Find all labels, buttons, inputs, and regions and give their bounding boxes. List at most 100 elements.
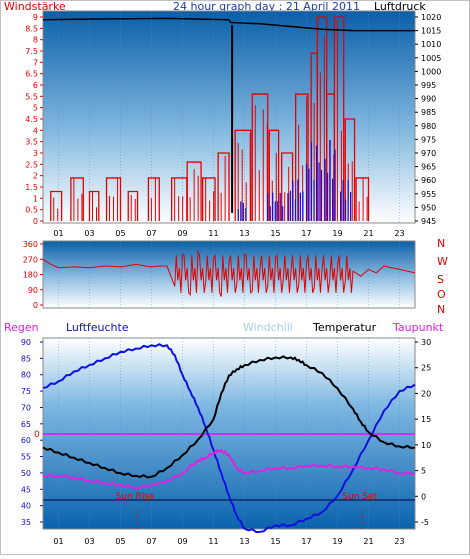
humidity-tick-label: 60 — [21, 436, 31, 445]
humidity-temperature-panel: Sun Rise Sun Set 0 354045505560657075808… — [21, 337, 431, 546]
x-tick-label: 03 — [84, 229, 94, 238]
direction-tick-label: 270 — [23, 255, 38, 264]
regen-label: Regen — [4, 321, 39, 334]
wind-bar — [202, 177, 216, 221]
wind-tick-label: 3 — [33, 149, 38, 158]
wind-bar — [50, 190, 63, 221]
pressure-axis-ticks: 945 950 955 960 965 970 975 980 985 990 995 1000 100… — [415, 13, 441, 226]
wind-tick-label: 8.5 — [25, 24, 38, 33]
x-tick-label: 07 — [146, 229, 156, 238]
wind-bar — [186, 161, 202, 221]
wind-tick-label: 0.5 — [25, 206, 38, 215]
temperature-tick-label: 30 — [421, 338, 431, 347]
direction-tick-label: 180 — [23, 271, 38, 280]
humidity-tick-label: 70 — [21, 403, 31, 412]
dewpoint-line — [42, 448, 416, 490]
x-tick-label: 13 — [239, 537, 249, 546]
wind-x-axis-ticks: 01 03 05 07 09 11 13 15 17 19 21 23 — [53, 229, 404, 238]
pressure-tick-label: 985 — [421, 108, 436, 117]
wind-tick-label: 5 — [33, 104, 38, 113]
temperature-tick-label: 0 — [421, 492, 426, 501]
pressure-tick-label: 1020 — [421, 13, 441, 22]
direction-tick-label: 0 — [33, 301, 38, 310]
regen-zero-tick: 0 — [34, 430, 40, 440]
direction-axis-ticks: 0 90 180 270 360 — [23, 240, 43, 310]
humidity-tick-label: 80 — [21, 371, 31, 380]
x-tick-label: 17 — [301, 229, 311, 238]
wind-tick-label: 4.5 — [25, 115, 38, 124]
wind-bar — [88, 190, 100, 221]
humidity-tick-label: 75 — [21, 387, 31, 396]
sun-rise-label: Sun Rise — [116, 492, 155, 502]
x-tick-label: 01 — [53, 537, 63, 546]
wind-bar — [127, 190, 139, 221]
temperature-tick-label: 25 — [421, 364, 431, 373]
temperature-tick-label: -5 — [421, 518, 429, 527]
direction-panel-background — [42, 240, 416, 309]
wind-bar — [344, 118, 356, 221]
wind-tick-label: 9 — [33, 13, 38, 22]
temperature-label: Temperatur — [312, 321, 377, 334]
x-tick-label: 17 — [301, 537, 311, 546]
temperature-tick-label: 10 — [421, 441, 431, 450]
x-tick-label: 21 — [363, 537, 373, 546]
sun-set-label: Sun Set — [342, 492, 377, 502]
wind-tick-label: 5.5 — [25, 92, 38, 101]
gust-series — [237, 139, 352, 221]
wind-direction-line — [42, 250, 416, 297]
x-tick-label: 11 — [208, 229, 218, 238]
wind-tick-label: 6.5 — [25, 70, 38, 79]
wind-pressure-panel: 0 0.5 1 1.5 2 2.5 3 3.5 4 4.5 5 5.5 6 6.5 7 7.5 8 8.5 9 94… — [25, 10, 441, 238]
pressure-label: Luftdruck — [374, 0, 426, 13]
wind-tick-label: 4 — [33, 126, 38, 135]
pressure-tick-label: 970 — [421, 149, 436, 158]
x-tick-label: 03 — [84, 537, 94, 546]
direction-letter: S — [437, 273, 444, 286]
x-tick-label: 07 — [146, 537, 156, 546]
temperature-tick-label: 20 — [421, 389, 431, 398]
x-tick-label: 11 — [208, 537, 218, 546]
pressure-tick-label: 1000 — [421, 67, 441, 76]
dewpoint-label: Taupunkt — [392, 321, 444, 334]
temperature-line — [42, 355, 416, 479]
pressure-tick-label: 955 — [421, 190, 436, 199]
wind-bar — [268, 129, 280, 221]
humidity-tick-label: 45 — [21, 485, 31, 494]
x-tick-label: 15 — [270, 537, 280, 546]
pressure-tick-label: 1010 — [421, 40, 441, 49]
humidity-tick-label: 85 — [21, 354, 31, 363]
pressure-tick-label: 980 — [421, 122, 436, 131]
wind-tick-label: 3.5 — [25, 138, 38, 147]
wind-tick-label: 0 — [33, 217, 38, 226]
x-tick-label: 23 — [394, 229, 404, 238]
x-tick-label: 09 — [177, 229, 187, 238]
x-tick-label: 05 — [115, 537, 125, 546]
pressure-tick-label: 995 — [421, 81, 436, 90]
x-tick-label: 19 — [332, 537, 342, 546]
wind-bar — [147, 177, 160, 221]
wind-bar — [217, 152, 230, 221]
wind-bar — [355, 177, 370, 221]
humidity-tick-label: 90 — [21, 338, 31, 347]
wind-tick-label: 1.5 — [25, 183, 38, 192]
pressure-tick-label: 965 — [421, 163, 436, 172]
humidity-tick-label: 35 — [21, 518, 31, 527]
x-tick-label: 19 — [332, 229, 342, 238]
wind-bar — [105, 177, 122, 221]
wind-tick-label: 2 — [33, 172, 38, 181]
direction-letter: N — [437, 237, 445, 250]
humidity-tick-label: 65 — [21, 420, 31, 429]
pressure-tick-label: 1005 — [421, 54, 441, 63]
wind-tick-label: 6 — [33, 81, 38, 90]
x-tick-label: 01 — [53, 229, 63, 238]
direction-letter: N — [437, 303, 445, 316]
wind-tick-label: 1 — [33, 194, 38, 203]
wind-strength-label: Windstärke — [4, 0, 66, 13]
humidity-tick-label: 40 — [21, 502, 31, 511]
wind-series — [50, 16, 370, 221]
pressure-tick-label: 950 — [421, 203, 436, 212]
